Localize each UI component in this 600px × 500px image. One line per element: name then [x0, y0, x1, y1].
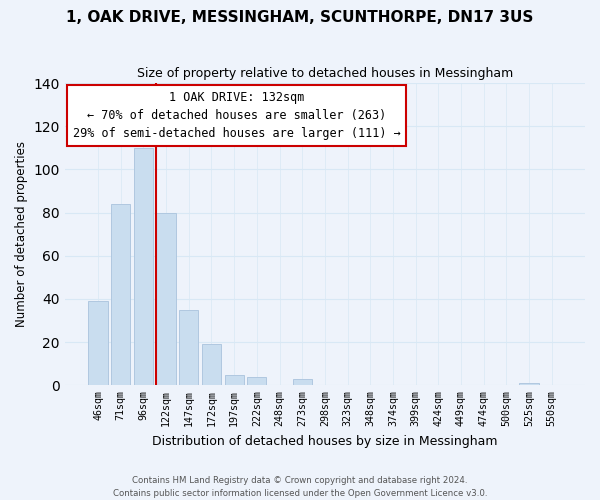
Y-axis label: Number of detached properties: Number of detached properties: [15, 141, 28, 327]
X-axis label: Distribution of detached houses by size in Messingham: Distribution of detached houses by size …: [152, 434, 497, 448]
Bar: [88, 301, 108, 386]
Bar: [111, 204, 130, 386]
Text: 1 OAK DRIVE: 132sqm
← 70% of detached houses are smaller (263)
29% of semi-detac: 1 OAK DRIVE: 132sqm ← 70% of detached ho…: [73, 90, 400, 140]
Text: 1, OAK DRIVE, MESSINGHAM, SCUNTHORPE, DN17 3US: 1, OAK DRIVE, MESSINGHAM, SCUNTHORPE, DN…: [67, 10, 533, 25]
Bar: [520, 383, 539, 386]
Bar: [293, 379, 312, 386]
Bar: [157, 212, 176, 386]
Bar: [134, 148, 153, 386]
Text: Contains HM Land Registry data © Crown copyright and database right 2024.
Contai: Contains HM Land Registry data © Crown c…: [113, 476, 487, 498]
Bar: [202, 344, 221, 386]
Bar: [247, 376, 266, 386]
Bar: [179, 310, 199, 386]
Bar: [224, 374, 244, 386]
Title: Size of property relative to detached houses in Messingham: Size of property relative to detached ho…: [137, 68, 513, 80]
